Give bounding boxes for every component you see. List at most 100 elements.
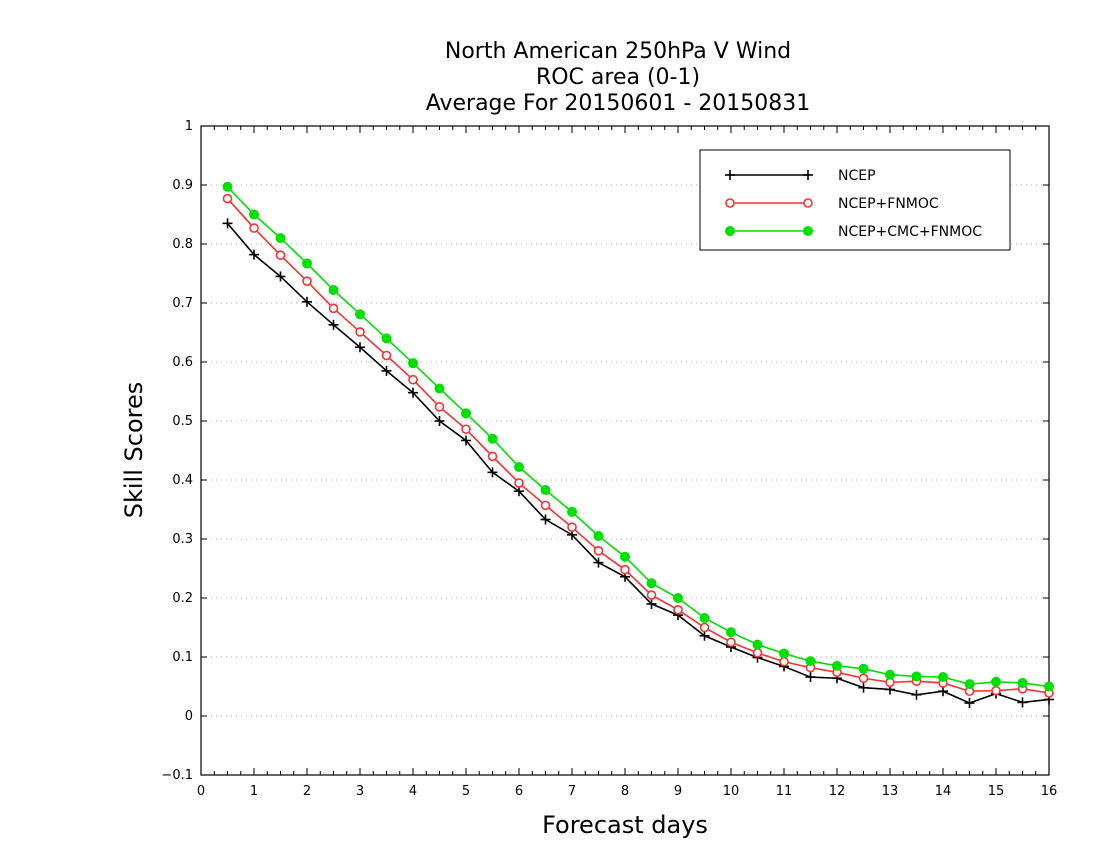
y-tick-label: 1 xyxy=(185,119,193,134)
data-point xyxy=(646,590,657,600)
data-point xyxy=(434,416,445,426)
data-point xyxy=(673,593,683,603)
data-point xyxy=(275,233,286,244)
y-tick-label: −0.1 xyxy=(161,768,193,783)
data-point xyxy=(461,408,471,419)
data-point xyxy=(222,193,233,204)
y-tick-label: 0.6 xyxy=(172,355,193,370)
data-point xyxy=(381,365,392,376)
y-axis-title: Skill Scores xyxy=(120,382,148,519)
series-0 xyxy=(222,218,1054,709)
data-point xyxy=(593,531,604,542)
x-tick-label: 3 xyxy=(356,784,364,799)
data-point xyxy=(540,485,551,496)
data-point xyxy=(355,342,365,353)
x-tick-label: 7 xyxy=(568,784,576,799)
data-point xyxy=(911,689,922,700)
data-series xyxy=(222,181,1054,709)
data-point xyxy=(328,303,339,314)
chart-title-line-1: North American 250hPa V Wind xyxy=(445,39,791,64)
legend-box xyxy=(699,149,1011,251)
data-point xyxy=(1044,681,1054,692)
data-point xyxy=(540,514,551,525)
data-point xyxy=(726,637,736,648)
data-point xyxy=(673,604,683,615)
legend-entry: NCEP xyxy=(725,168,876,184)
y-tick-label: 0.1 xyxy=(172,650,193,665)
data-point xyxy=(779,648,789,659)
data-point xyxy=(408,358,418,369)
x-tick-label: 16 xyxy=(1041,784,1058,799)
legend-entry: NCEP+CMC+FNMOC xyxy=(725,224,982,240)
series-1 xyxy=(222,193,1054,698)
x-tick-label: 13 xyxy=(882,784,899,799)
x-tick-label: 9 xyxy=(674,784,682,799)
data-point xyxy=(911,671,922,682)
data-point xyxy=(593,557,604,568)
data-point xyxy=(991,685,1001,696)
legend-marker xyxy=(803,198,813,208)
data-point xyxy=(1017,697,1028,708)
x-tick-label: 6 xyxy=(515,784,523,799)
x-tick-label: 4 xyxy=(409,784,417,799)
data-point xyxy=(302,276,312,286)
series-line xyxy=(226,198,1050,694)
data-point xyxy=(567,522,577,533)
data-point xyxy=(805,656,816,667)
data-point xyxy=(699,622,710,633)
y-tick-label: 0.5 xyxy=(172,414,193,429)
gridlines xyxy=(201,184,1049,717)
y-tick-label: 0.9 xyxy=(172,178,193,193)
data-point xyxy=(858,682,869,693)
data-point xyxy=(885,669,895,680)
data-point xyxy=(699,630,710,641)
data-point xyxy=(964,679,975,690)
data-point xyxy=(514,478,524,488)
data-point xyxy=(302,296,312,307)
x-tick-label: 15 xyxy=(988,784,1005,799)
legend-entry: NCEP+FNMOC xyxy=(725,196,939,212)
x-tick-label: 2 xyxy=(303,784,311,799)
data-point xyxy=(593,545,604,556)
series-line xyxy=(226,186,1050,688)
data-point xyxy=(461,424,471,435)
series-2 xyxy=(222,181,1054,692)
data-point xyxy=(938,686,948,697)
data-point xyxy=(540,500,551,511)
x-tick-label: 10 xyxy=(723,784,740,799)
x-tick-label: 5 xyxy=(462,784,470,799)
data-point xyxy=(752,639,763,650)
data-point xyxy=(514,462,524,473)
data-point xyxy=(646,578,657,589)
data-point xyxy=(620,551,630,562)
data-point xyxy=(249,223,259,233)
data-point xyxy=(249,249,259,260)
data-point xyxy=(567,506,577,517)
chart-title-line-2: ROC area (0-1) xyxy=(536,65,700,90)
legend-marker xyxy=(803,226,813,236)
data-point xyxy=(938,672,948,683)
data-point xyxy=(858,673,869,684)
data-point xyxy=(275,271,286,282)
y-tick-label: 0 xyxy=(185,709,193,724)
data-point xyxy=(408,374,418,385)
x-tick-label: 12 xyxy=(829,784,846,799)
legend-marker xyxy=(803,170,813,180)
data-point xyxy=(487,467,498,478)
data-point xyxy=(381,333,392,344)
chart-title: North American 250hPa V Wind ROC area (0… xyxy=(426,39,811,116)
legend-marker xyxy=(725,226,735,236)
data-point xyxy=(328,319,339,330)
x-tick-label: 8 xyxy=(621,784,629,799)
y-tick-label: 0.4 xyxy=(172,473,193,488)
legend-label: NCEP+CMC+FNMOC xyxy=(838,224,982,240)
legend-marker xyxy=(725,170,735,180)
data-point xyxy=(275,250,286,261)
legend-label: NCEP+FNMOC xyxy=(838,196,939,212)
data-point xyxy=(752,648,763,658)
data-point xyxy=(355,327,365,337)
x-tick-label: 14 xyxy=(935,784,952,799)
data-point xyxy=(355,309,365,320)
data-point xyxy=(408,387,418,398)
